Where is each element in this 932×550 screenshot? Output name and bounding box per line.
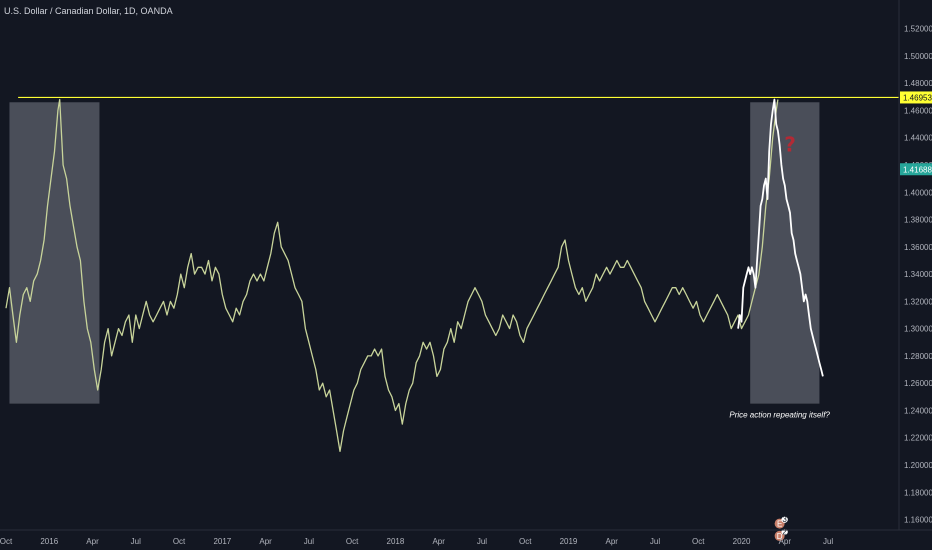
last-price-tag-text: 1.41688	[903, 165, 932, 174]
y-tick-label: 1.32000	[904, 297, 932, 306]
y-tick-label: 1.44000	[904, 134, 932, 143]
x-tick-label: Oct	[519, 537, 532, 546]
chart-overlays: Price action repeating itself?? E 3 D 2	[18, 96, 899, 541]
y-tick-label: 1.48000	[904, 79, 932, 88]
question-mark[interactable]: ?	[784, 132, 796, 156]
event-badge-count: 2	[782, 527, 787, 536]
y-tick-label: 1.36000	[904, 243, 932, 252]
event-badge-letter: E	[777, 520, 782, 529]
y-tick-label: 1.34000	[904, 270, 932, 279]
x-tick-label: Jul	[477, 537, 487, 546]
y-tick-label: 1.46000	[904, 106, 932, 115]
resistance-price-tag-bg	[900, 91, 932, 104]
x-tick-label: 2019	[560, 537, 578, 546]
x-tick-label: 2020	[733, 537, 751, 546]
y-tick-label: 1.20000	[904, 461, 932, 470]
y-tick-label: 1.18000	[904, 488, 932, 497]
event-badge-letter: D	[777, 532, 783, 541]
y-tick-label: 1.52000	[904, 25, 932, 34]
y-tick-label: 1.24000	[904, 406, 932, 415]
x-tick-label: Oct	[0, 537, 13, 546]
y-tick-label: 1.50000	[904, 52, 932, 61]
x-tick-label: 2018	[387, 537, 405, 546]
y-tick-label: 1.38000	[904, 216, 932, 225]
x-tick-label: Apr	[779, 537, 792, 546]
x-tick-label: 2016	[40, 537, 58, 546]
resistance-price-tag[interactable]: 1.46953	[900, 91, 932, 104]
x-tick-label: Oct	[173, 537, 186, 546]
y-tick-label: 1.30000	[904, 325, 932, 334]
y-tick-label: 1.40000	[904, 188, 932, 197]
y-tick-label: 1.28000	[904, 352, 932, 361]
x-tick-label: Apr	[606, 537, 619, 546]
last-price-tag[interactable]: 1.41688	[900, 163, 932, 176]
x-tick-label: Jul	[131, 537, 141, 546]
x-tick-label: Apr	[86, 537, 99, 546]
x-tick-label: Oct	[346, 537, 359, 546]
time-axis[interactable]: Oct 2016 Apr Jul Oct 2017 Apr Jul Oct 2018 Apr Jul O…	[0, 529, 932, 546]
price-series	[5, 98, 824, 453]
event-badge-count-circle	[781, 516, 788, 523]
y-tick-label: 1.16000	[904, 516, 932, 525]
y-tick-label: 1.26000	[904, 379, 932, 388]
x-tick-label: Apr	[259, 537, 272, 546]
price-axis[interactable]: 1.16000 1.18000 1.20000 1.22000 1.24000 1.260…	[898, 0, 932, 530]
x-tick-label: Jul	[304, 537, 314, 546]
series-line-2[interactable]	[737, 98, 824, 377]
x-tick-label: Jul	[823, 537, 833, 546]
x-tick-label: Oct	[692, 537, 705, 546]
y-tick-label: 1.22000	[904, 434, 932, 443]
last-price-tag-bg	[900, 163, 932, 176]
x-tick-label: Jul	[650, 537, 660, 546]
event-badge-count: 3	[782, 515, 787, 524]
x-tick-label: 2017	[213, 537, 231, 546]
chart-title: U.S. Dollar / Canadian Dollar, 1D, OANDA	[4, 6, 173, 16]
series-line-1[interactable]	[5, 98, 779, 453]
x-tick-label: Apr	[432, 537, 445, 546]
annotation-text-1[interactable]: Price action repeating itself?	[729, 410, 830, 419]
resistance-price-tag-text: 1.46953	[903, 93, 932, 102]
